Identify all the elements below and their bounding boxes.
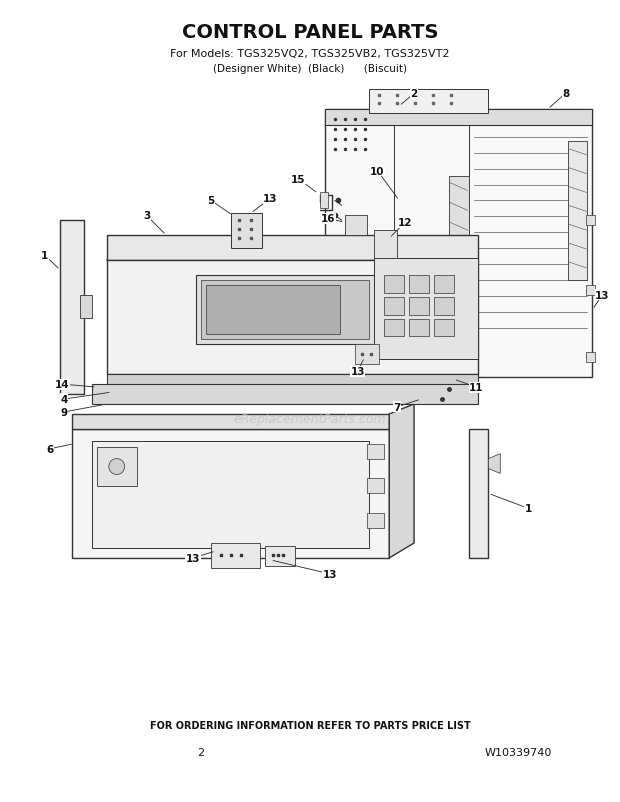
Text: (Designer White)  (Black)      (Biscuit): (Designer White) (Black) (Biscuit) [213,64,407,75]
Polygon shape [434,276,454,294]
Text: eReplacementParts.com: eReplacementParts.com [234,413,386,426]
Polygon shape [92,385,479,404]
Polygon shape [585,286,595,295]
Text: For Models: TGS325VQ2, TGS325VB2, TGS325VT2: For Models: TGS325VQ2, TGS325VB2, TGS325… [170,50,450,59]
Polygon shape [72,415,389,429]
Polygon shape [374,259,479,360]
Text: 14: 14 [55,379,69,390]
Text: 8: 8 [562,89,569,99]
Text: CONTROL PANEL PARTS: CONTROL PANEL PARTS [182,23,438,42]
Text: 13: 13 [263,194,278,205]
Text: 2: 2 [197,747,205,756]
Polygon shape [201,281,370,340]
Polygon shape [72,429,389,558]
Text: 9: 9 [61,407,68,417]
Text: 10: 10 [370,166,384,176]
Polygon shape [320,193,328,209]
Polygon shape [107,261,479,375]
Polygon shape [469,429,489,558]
Polygon shape [92,441,370,549]
Polygon shape [355,345,379,365]
Polygon shape [97,448,136,487]
Polygon shape [368,479,384,494]
Polygon shape [374,231,397,259]
Polygon shape [585,353,595,363]
Text: 2: 2 [410,89,418,99]
Polygon shape [320,253,328,269]
Polygon shape [325,110,593,378]
Polygon shape [60,221,84,395]
Polygon shape [384,298,404,315]
Text: 12: 12 [398,218,412,228]
Text: 6: 6 [46,444,54,454]
Text: W10339740: W10339740 [484,747,552,756]
Polygon shape [568,142,588,281]
Polygon shape [449,176,469,335]
Polygon shape [368,444,384,459]
Polygon shape [585,216,595,226]
Polygon shape [434,319,454,337]
Text: 5: 5 [207,196,215,206]
Polygon shape [320,312,328,328]
Polygon shape [211,543,260,568]
Text: 16: 16 [321,214,335,224]
Text: 13: 13 [322,569,337,579]
Polygon shape [409,276,429,294]
Polygon shape [384,319,404,337]
Polygon shape [206,286,340,335]
Circle shape [109,459,125,475]
Text: 7: 7 [394,403,401,412]
Text: FOR ORDERING INFORMATION REFER TO PARTS PRICE LIST: FOR ORDERING INFORMATION REFER TO PARTS … [149,720,471,730]
Polygon shape [409,298,429,315]
Polygon shape [265,546,295,566]
Text: 13: 13 [186,553,200,563]
Polygon shape [325,110,593,126]
Text: 13: 13 [350,367,365,377]
Polygon shape [107,375,479,391]
Polygon shape [80,295,92,318]
Text: 4: 4 [61,395,68,404]
Polygon shape [489,454,500,474]
Polygon shape [196,276,399,345]
Polygon shape [107,236,479,261]
Polygon shape [434,298,454,315]
Text: 13: 13 [595,290,609,301]
Polygon shape [370,90,489,114]
Text: 1: 1 [525,504,532,513]
Text: 11: 11 [469,383,484,393]
Text: 15: 15 [291,174,306,184]
Polygon shape [231,214,262,249]
Text: 3: 3 [143,211,150,221]
Polygon shape [345,216,368,236]
Polygon shape [409,319,429,337]
Polygon shape [368,513,384,529]
Text: 1: 1 [41,251,48,261]
Polygon shape [389,404,414,558]
Polygon shape [384,276,404,294]
